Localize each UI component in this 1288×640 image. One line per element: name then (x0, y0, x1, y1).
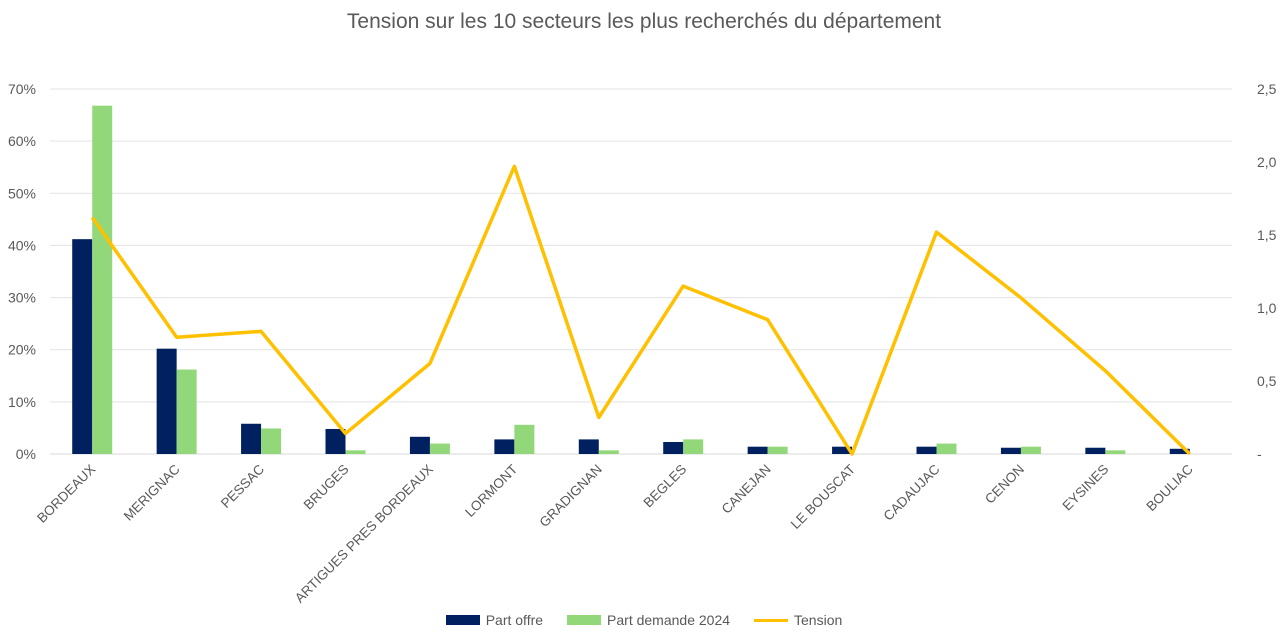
y-right-tick-label: 0,5 (1257, 373, 1277, 389)
category-label: BOULIAC (1143, 461, 1196, 514)
bar-part-demande (92, 105, 113, 454)
bar-part-demande (514, 424, 535, 454)
bar-part-demande (429, 443, 450, 454)
legend: Part offre Part demande 2024 Tension (0, 612, 1288, 628)
category-label: MERIGNAC (121, 461, 183, 523)
bar-part-demande (767, 446, 788, 454)
y-right-tick-label: 1,5 (1257, 227, 1277, 243)
bar-part-offre (1085, 447, 1106, 454)
legend-item-part-offre: Part offre (445, 612, 544, 628)
category-label: EYSINES (1059, 462, 1111, 514)
y-right-tick-label: 2,0 (1257, 154, 1277, 170)
bar-part-offre (578, 439, 599, 454)
bar-part-demande (598, 450, 619, 454)
bar-part-offre (325, 428, 346, 454)
legend-label-part-offre: Part offre (485, 612, 544, 628)
bar-part-offre (663, 442, 684, 454)
bar-part-offre (916, 446, 937, 454)
y-left-tick-label: 50% (8, 185, 36, 201)
bar-part-offre (832, 446, 853, 454)
category-label: BEGLES (641, 462, 690, 511)
category-label: CANEJAN (719, 462, 774, 517)
bar-part-offre (409, 436, 430, 454)
bar-part-offre (1000, 447, 1021, 454)
category-label: PESSAC (218, 461, 268, 511)
legend-swatch-part-demande (567, 615, 602, 625)
chart-title: Tension sur les 10 secteurs les plus rec… (346, 10, 942, 33)
legend-label-tension: Tension (794, 612, 843, 628)
y-right-tick-label: 1,0 (1257, 300, 1277, 316)
bar-part-offre (156, 348, 177, 454)
bar-part-demande (683, 439, 704, 454)
bar-part-demande (176, 369, 197, 454)
legend-label-part-demande: Part demande 2024 (607, 612, 731, 628)
legend-swatch-part-offre (445, 615, 480, 625)
legend-item-part-demande: Part demande 2024 (567, 612, 730, 628)
bar-part-offre (72, 239, 93, 454)
y-left-tick-label: 70% (8, 81, 36, 97)
category-label: BRUGES (301, 462, 352, 513)
legend-item-tension: Tension (754, 612, 842, 628)
category-label: ARTIGUES PRES BORDEAUX (292, 462, 436, 606)
tension-line (90, 164, 1192, 456)
y-right-tick-label: - (1257, 446, 1262, 462)
y-right-tick-label: 2,5 (1257, 81, 1277, 97)
category-label: CADAUJAC (881, 461, 943, 523)
bar-part-offre (241, 423, 262, 454)
bar-part-offre (1169, 448, 1190, 454)
category-label: LORMONT (462, 462, 520, 520)
bar-part-demande (1105, 450, 1126, 454)
category-label: LE BOUSCAT (788, 462, 858, 532)
y-left-tick-label: 0% (16, 446, 36, 462)
y-left-tick-label: 10% (8, 394, 36, 410)
bar-part-offre (747, 446, 768, 454)
y-left-tick-label: 60% (8, 133, 36, 149)
category-label: BORDEAUX (34, 462, 98, 526)
legend-swatch-tension (754, 618, 789, 622)
category-label: GRADIGNAN (536, 462, 604, 530)
bar-part-demande (1020, 446, 1041, 454)
bar-part-demande (936, 443, 957, 454)
y-left-tick-label: 30% (8, 290, 36, 306)
bar-part-demande (261, 428, 282, 454)
y-left-tick-label: 40% (8, 237, 36, 253)
y-left-tick-label: 20% (8, 342, 36, 358)
category-label: CENON (982, 462, 1027, 507)
bar-part-offre (494, 439, 515, 454)
bar-part-demande (345, 450, 366, 454)
